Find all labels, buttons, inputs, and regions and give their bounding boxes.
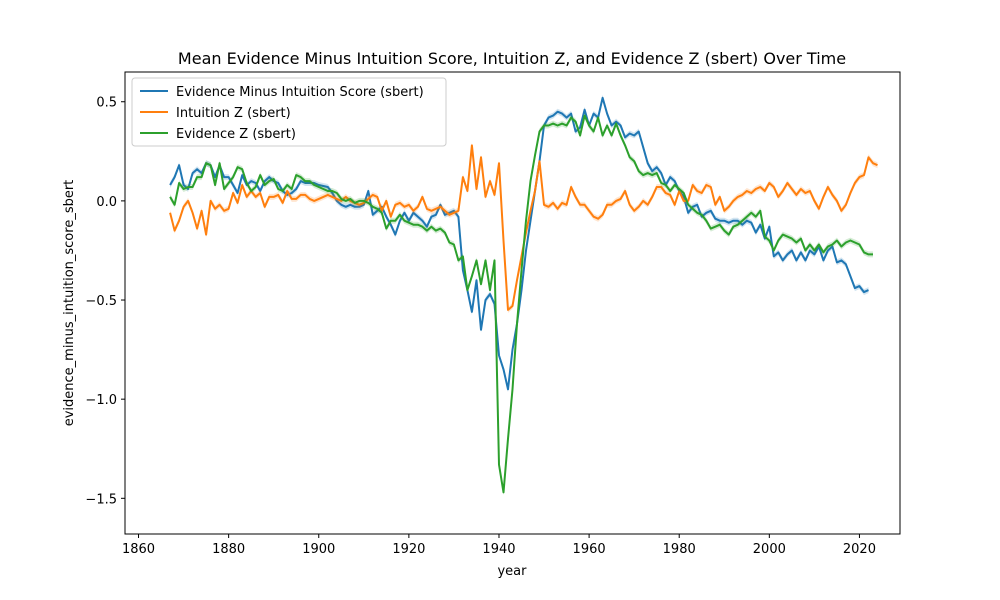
series-layer: [169, 94, 878, 496]
y-axis-label: evidence_minus_intuition_score_sbert: [62, 180, 77, 427]
axis-layer: 1860 1880 1900 1920 1940 1960 1980 2000 2020 0.5 0…: [85, 96, 876, 557]
legend-label-intuition-z: Intuition Z (sbert): [176, 106, 291, 121]
x-tick-label: 1960: [573, 542, 606, 557]
legend: Evidence Minus Intuition Score (sbert) I…: [131, 77, 447, 147]
x-tick-label: 1980: [663, 542, 696, 557]
x-tick-label: 1860: [122, 542, 155, 557]
y-tick-label: −0.5: [85, 294, 117, 309]
x-axis-label: year: [497, 564, 527, 579]
x-tick-label: 1920: [392, 542, 425, 557]
x-tick-label: 1940: [482, 542, 515, 557]
x-tick-label: 1900: [302, 542, 335, 557]
series-line-evidence-z: [169, 114, 873, 494]
plot-frame: [124, 71, 901, 535]
legend-box: [131, 77, 447, 147]
y-tick-label: −1.5: [85, 492, 117, 507]
y-tick-label: 0.0: [96, 195, 117, 210]
y-tick-label: 0.5: [96, 96, 117, 111]
chart-title: Mean Evidence Minus Intuition Score, Int…: [178, 49, 846, 68]
confidence-band-intuition-z: [170, 142, 878, 313]
x-tick-label: 2000: [753, 542, 786, 557]
x-tick-label: 2020: [843, 542, 876, 557]
legend-label-evidence-z: Evidence Z (sbert): [176, 127, 296, 142]
y-tick-label: −1.0: [85, 393, 117, 408]
x-tick-label: 1880: [212, 542, 245, 557]
series-line-intuition-z: [169, 144, 878, 311]
legend-label-evidence-minus-intuition: Evidence Minus Intuition Score (sbert): [176, 85, 424, 100]
confidence-band-evidence-z: [170, 112, 874, 496]
